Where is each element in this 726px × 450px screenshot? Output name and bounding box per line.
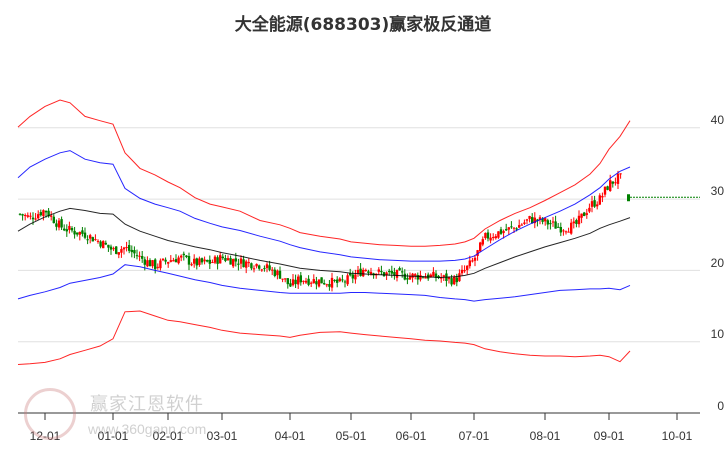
y-tick-20: 20 [710,256,724,270]
x-tick-label: 01-01 [97,429,129,443]
watermark-url: www.360gann.com [88,421,207,437]
upper_outer-line [17,99,631,247]
chart-title: 大全能源(688303)赢家极反通道 [234,15,492,35]
x-tick-label: 10-01 [661,429,693,443]
y-tick-10: 10 [710,327,724,341]
x-tick-label: 09-01 [593,429,625,443]
x-tick-label: 08-01 [529,429,561,443]
lower_outer-line [17,310,631,365]
mid-line [17,207,631,279]
x-tick-label: 06-01 [395,429,427,443]
lower_inner-line [17,264,631,302]
upper_inner-line [17,150,631,262]
candlesticks [18,170,700,292]
watermark-seal-icon [24,388,76,440]
x-tick-label: 03-01 [206,429,238,443]
x-tick-label: 07-01 [458,429,490,443]
x-tick-label: 04-01 [274,429,306,443]
y-tick-40: 40 [710,113,724,127]
x-tick-label: 05-01 [335,429,367,443]
gridlines [18,127,700,343]
channel-lines [17,99,631,365]
y-tick-30: 30 [710,184,724,198]
watermark-brand: 赢家江恩软件 [90,394,204,415]
x-tick-label: 02-01 [152,429,184,443]
y-tick-0: 0 [717,399,724,413]
